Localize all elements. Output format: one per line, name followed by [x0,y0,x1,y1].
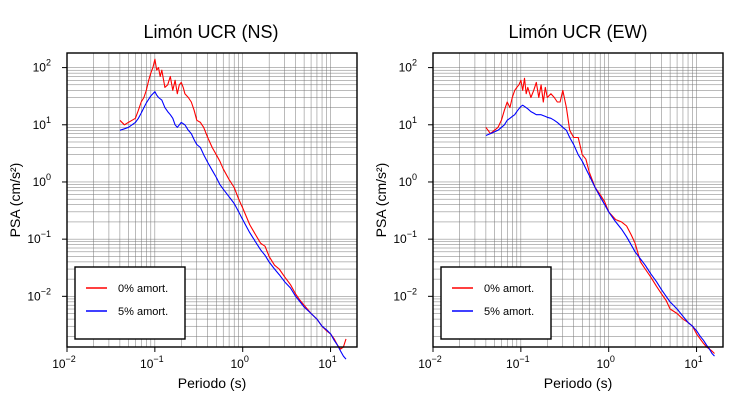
y-tick-label: 102 [399,58,417,75]
chart-ns: Limón UCR (NS) 10−2 10−1 100 101 10−2 10−1 100 1… [7,22,358,391]
x-tick-label: 100 [597,354,615,371]
y-tick-label: 10−1 [27,229,51,246]
chart-ew: Limón UCR (EW) 10−2 10−1 100 101 10−2 10−1 100 1… [373,22,724,391]
legend-box [440,266,552,340]
y-tick-label: 101 [399,115,417,132]
legend: 0% amort. 5% amort. [74,266,186,340]
legend: 0% amort. 5% amort. [440,266,552,340]
y-tick-label: 100 [33,172,51,189]
x-axis-label: Periodo (s) [544,375,612,391]
plot-frame [432,52,724,348]
legend-label-1: 5% amort. [484,306,534,318]
x-tick-label: 10−1 [140,354,164,371]
series-line-1 [485,104,715,357]
x-axis-label: Periodo (s) [178,375,246,391]
x-tick-label: 101 [318,354,336,371]
legend-label-0: 0% amort. [118,283,168,295]
y-tick-label: 10−1 [393,229,417,246]
series-line-0 [119,58,347,350]
legend-label-0: 0% amort. [484,283,534,295]
y-tick-label: 100 [399,172,417,189]
x-tick-label: 10−2 [418,354,442,371]
chart-title: Limón UCR (EW) [508,22,647,42]
y-tick-label: 102 [33,58,51,75]
chart-title: Limón UCR (NS) [143,22,278,42]
series-line-1 [119,91,347,360]
y-axis-label: PSA (cm/s²) [373,163,389,238]
y-tick-label: 10−2 [27,286,51,303]
plot-frame [66,52,358,348]
series-line-0 [485,77,715,354]
x-tick-label: 10−1 [506,354,530,371]
y-tick-label: 10−2 [393,286,417,303]
y-tick-label: 101 [33,115,51,132]
x-tick-label: 101 [684,354,702,371]
y-axis-label: PSA (cm/s²) [7,163,23,238]
legend-box [74,266,186,340]
legend-label-1: 5% amort. [118,306,168,318]
x-tick-label: 100 [231,354,249,371]
x-tick-label: 10−2 [52,354,76,371]
